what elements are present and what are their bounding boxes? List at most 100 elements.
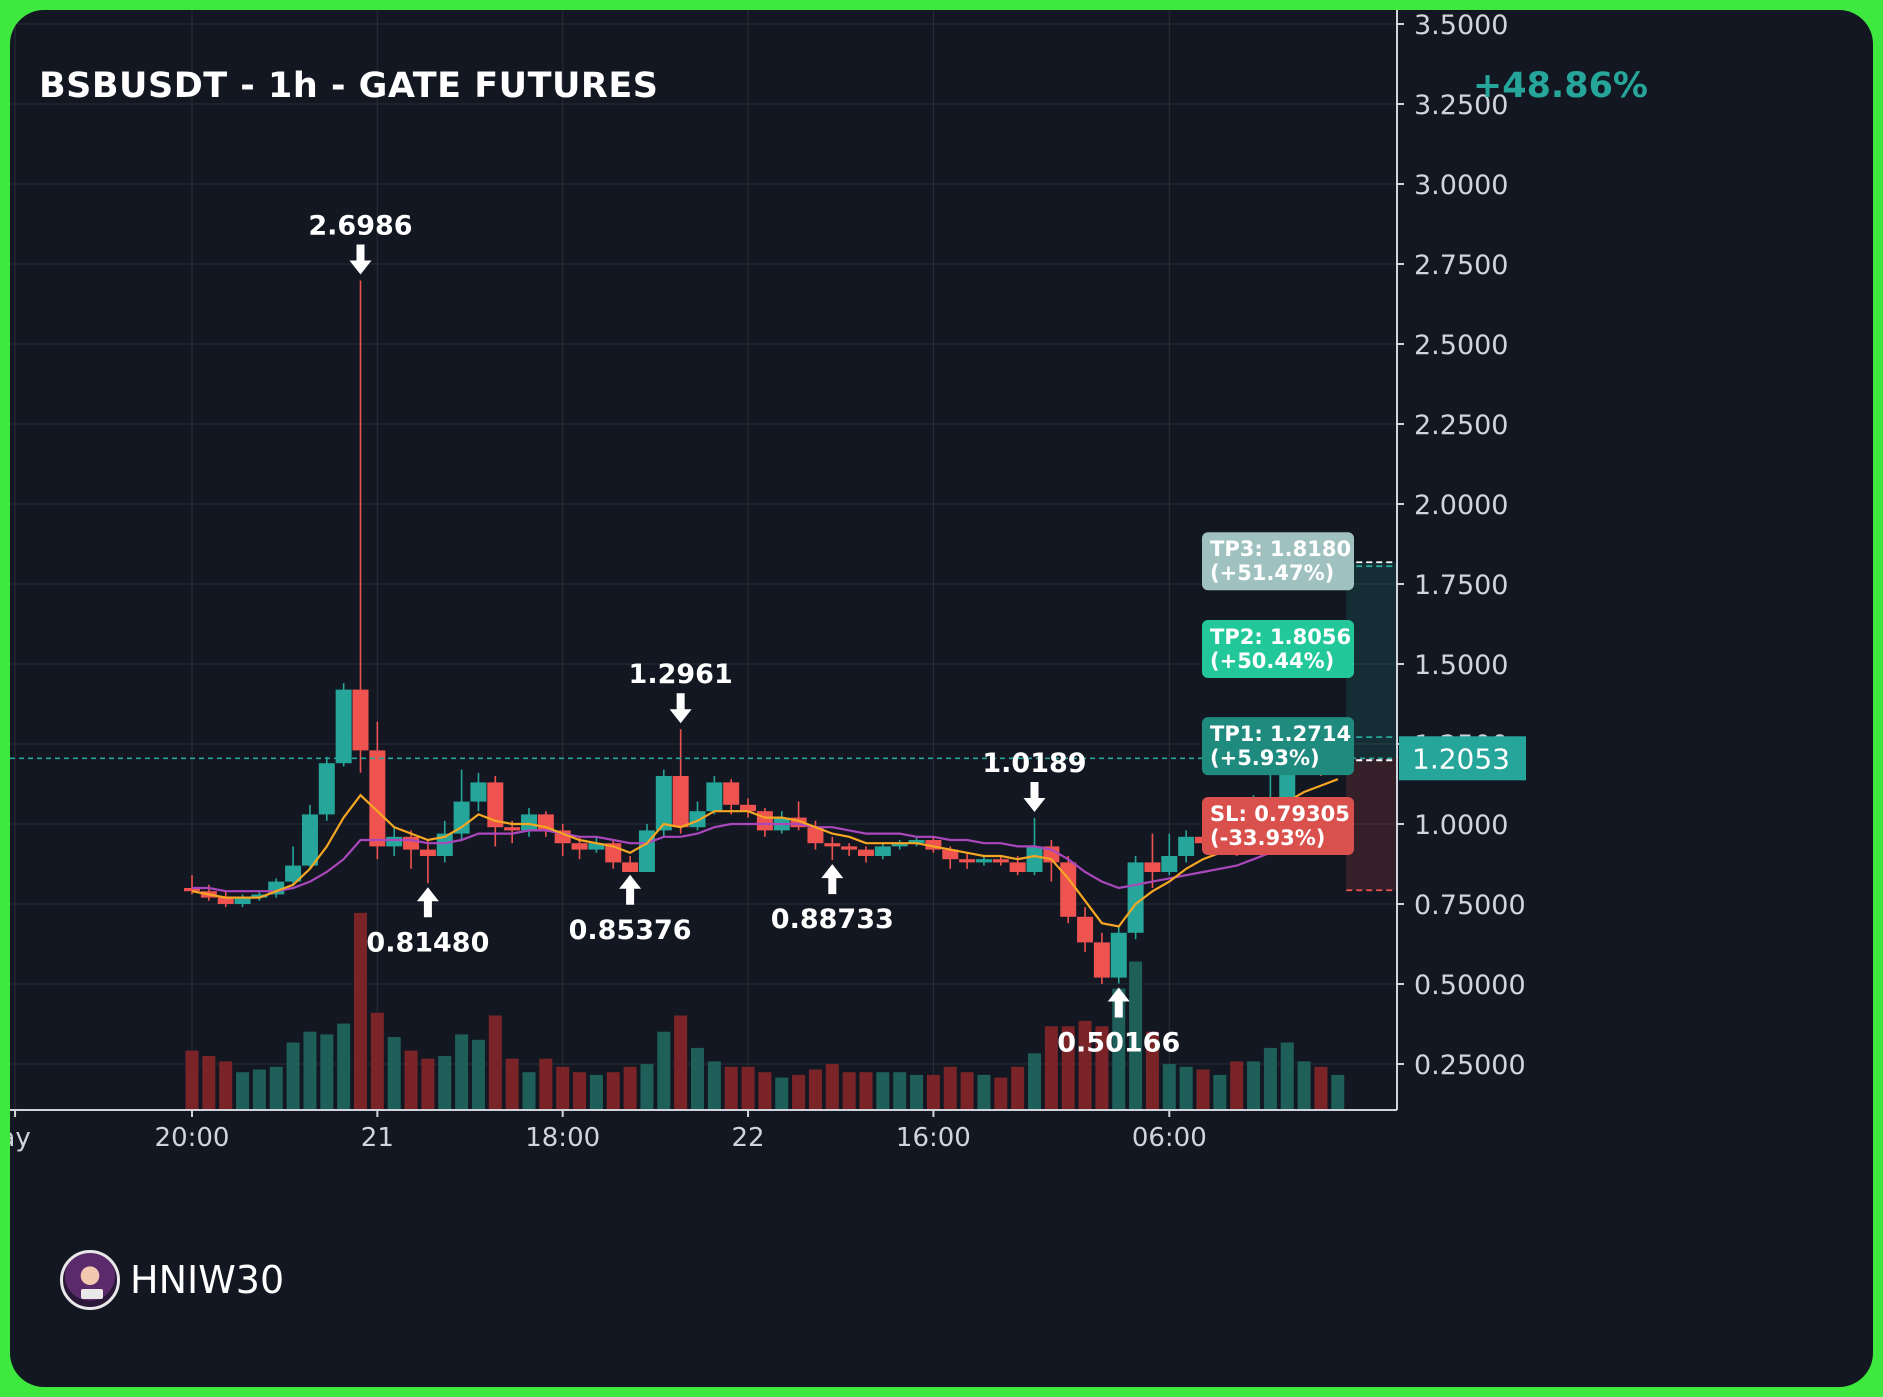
price-tick-label: 1.5000 — [1414, 650, 1508, 681]
annotation-label: 2.6986 — [308, 210, 412, 241]
volume-bar — [1129, 961, 1143, 1110]
ema-fast-line — [191, 778, 1339, 928]
watermark: HNIW30 — [60, 1248, 284, 1312]
candle-body — [571, 843, 588, 850]
candle-body — [706, 782, 723, 812]
price-tick-label: 3.0000 — [1414, 170, 1508, 201]
tp3-box — [1202, 532, 1354, 591]
time-tick-label: 06:00 — [1132, 1123, 1207, 1153]
volume-bar — [724, 1066, 738, 1110]
volume-bar — [202, 1056, 216, 1110]
arrow-down-icon — [349, 244, 372, 275]
volume-bar — [876, 1072, 890, 1110]
annotation-label: 0.81480 — [366, 927, 489, 958]
grid — [10, 10, 1397, 1110]
price-chart[interactable]: 2.6986 0.81480 0.85376 1.2961 0.88733 1.0189 0… — [10, 10, 1873, 1387]
volume-bar — [505, 1058, 519, 1110]
candle-body — [403, 836, 420, 850]
volume-bar — [741, 1066, 755, 1110]
volume-bar — [320, 1034, 334, 1110]
price-tick-label: 3.2500 — [1414, 90, 1508, 121]
candle-body — [858, 849, 874, 856]
time-tick-label: ay — [10, 1123, 31, 1153]
candle-body — [1144, 862, 1161, 872]
volume-bar — [1263, 1047, 1277, 1110]
volume-bar — [910, 1074, 924, 1110]
candle-body — [959, 859, 976, 863]
annotation-label: 0.50166 — [1057, 1027, 1180, 1058]
candle-body — [521, 814, 537, 831]
volume-bar — [404, 1050, 418, 1110]
candle-body — [992, 859, 1009, 863]
volume-bar — [286, 1042, 300, 1110]
candle-body — [588, 843, 605, 850]
volume-bar — [1331, 1074, 1345, 1110]
volume-bar — [792, 1074, 806, 1110]
candle-body — [1060, 862, 1077, 917]
price-tick-label: 2.5000 — [1414, 330, 1508, 361]
volume-bar — [1196, 1069, 1210, 1110]
candle-body — [841, 846, 858, 850]
candle-body — [369, 750, 386, 847]
volume-bar — [775, 1077, 789, 1110]
price-tick-label: 1.0000 — [1414, 810, 1508, 841]
price-tick-label: 3.5000 — [1414, 10, 1508, 41]
time-tick-label: 18:00 — [525, 1123, 600, 1153]
volume-bars — [185, 912, 1345, 1110]
volume-bar — [808, 1069, 822, 1110]
tp3-pct: (+51.47%) — [1210, 561, 1334, 585]
volume-bar — [471, 1039, 485, 1110]
volume-bar — [185, 1050, 199, 1110]
candle-body — [975, 859, 992, 863]
volume-bar — [623, 1066, 637, 1110]
volume-bar — [269, 1066, 283, 1110]
candle-body — [184, 888, 200, 892]
volume-bar — [640, 1064, 654, 1110]
candle-body — [251, 894, 268, 898]
volume-bar — [994, 1077, 1008, 1110]
candle-body — [942, 849, 959, 860]
candle-body — [689, 811, 706, 828]
time-tick-label: 20:00 — [155, 1123, 230, 1153]
volume-bar — [337, 1023, 351, 1110]
candle-body — [1077, 916, 1094, 943]
volume-bar — [825, 1064, 839, 1110]
price-tick-label: 0.50000 — [1414, 970, 1526, 1001]
candle-body — [419, 849, 436, 856]
tp1-box — [1202, 717, 1354, 776]
time-tick-label: 16:00 — [896, 1123, 971, 1153]
chart-title: BSBUSDT - 1h - GATE FUTURES — [39, 66, 659, 106]
arrow-down-icon — [669, 693, 692, 724]
volume-bar — [303, 1031, 317, 1110]
candle-body — [807, 827, 824, 844]
candle-body — [723, 782, 740, 805]
annotation-label: 1.2961 — [629, 659, 733, 690]
arrow-up-icon — [619, 874, 642, 905]
candle-body — [874, 846, 891, 856]
annotations: 2.6986 0.81480 0.85376 1.2961 0.88733 1.0189 0… — [308, 210, 1180, 1058]
volume-bar — [1247, 1061, 1261, 1110]
candle-body — [1161, 856, 1178, 872]
candle-body — [925, 840, 942, 850]
tp3-label: TP3: 1.8180 — [1210, 537, 1351, 561]
volume-bar — [219, 1061, 233, 1110]
volume-bar — [1230, 1061, 1244, 1110]
volume-bar — [943, 1066, 957, 1110]
candle-body — [1093, 942, 1110, 978]
volume-bar — [893, 1072, 907, 1110]
arrow-up-icon — [416, 887, 439, 918]
candle-body — [487, 782, 504, 828]
volume-bar — [977, 1074, 991, 1110]
price-tick-label: 0.75000 — [1414, 890, 1526, 921]
profit-zone — [1346, 562, 1397, 759]
volume-bar — [859, 1072, 873, 1110]
arrow-down-icon — [1023, 781, 1046, 812]
target-boxes: TP3: 1.8180(+51.47%) TP2: 1.8056(+50.44%)… — [1202, 532, 1354, 855]
candle-body — [470, 782, 487, 802]
volume-bar — [674, 1015, 688, 1110]
arrow-up-icon — [821, 864, 844, 895]
time-axis: ay 20:00 21 18:00 22 16:00 06:00 — [10, 1109, 1397, 1153]
candle-body — [1110, 932, 1127, 978]
volume-bar — [1078, 1020, 1092, 1110]
volume-bar — [1044, 1026, 1058, 1110]
